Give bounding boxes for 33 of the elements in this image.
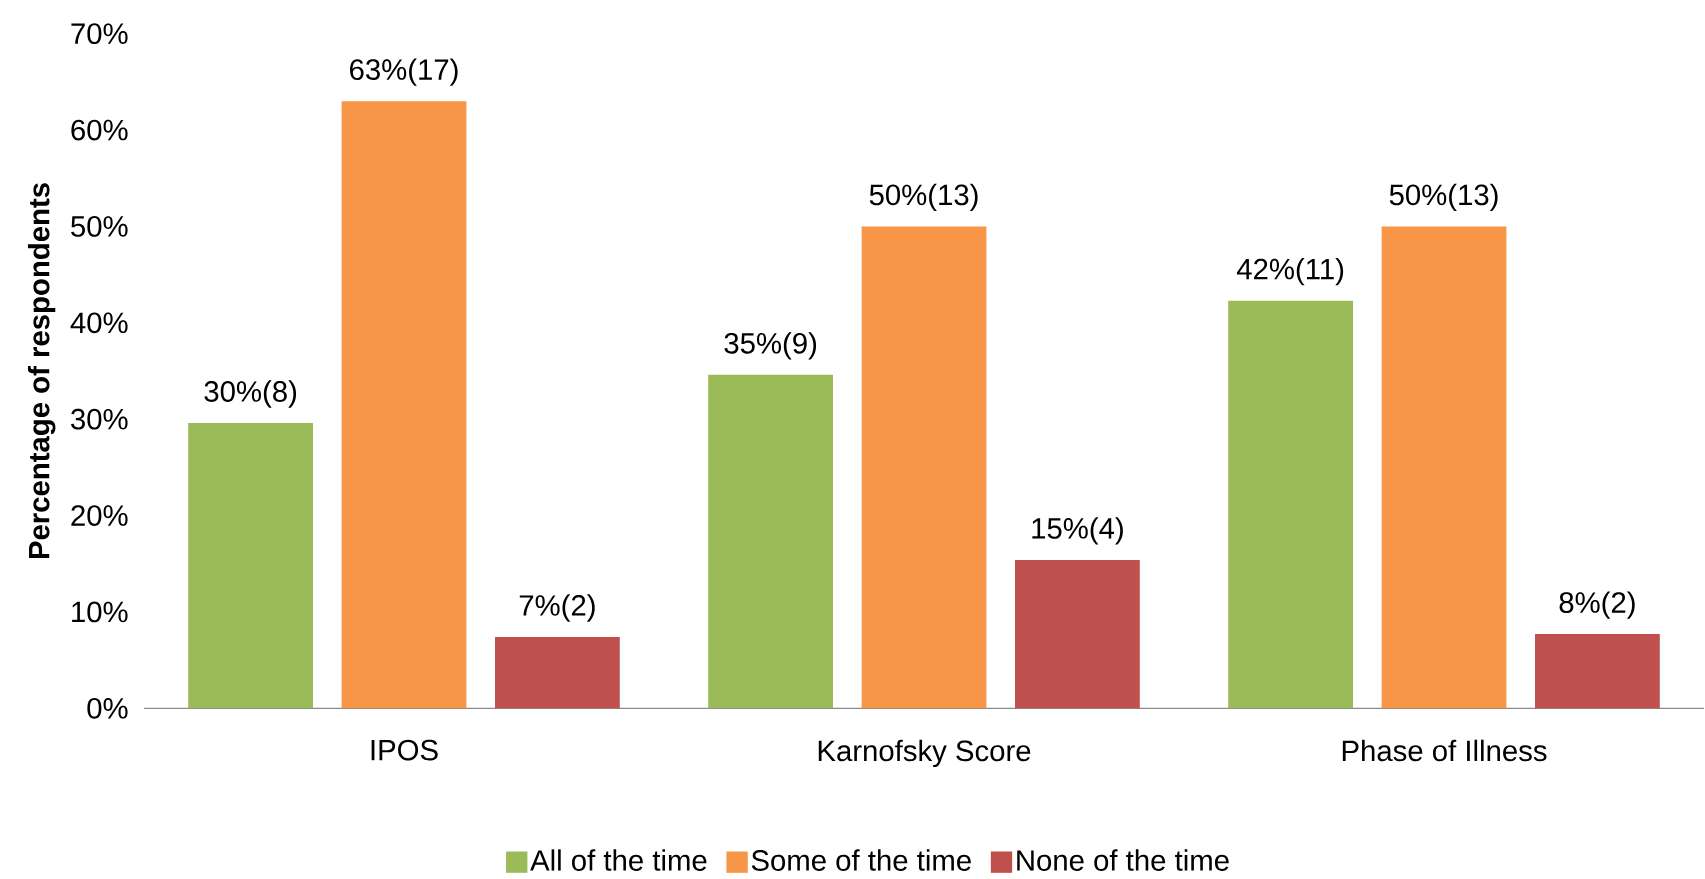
legend-label: All of the time xyxy=(530,849,707,871)
bar xyxy=(341,101,467,709)
legend-label: Some of the time xyxy=(751,849,971,871)
data-label: 8%(2) xyxy=(1559,591,1635,619)
bar xyxy=(708,374,834,709)
data-label: 50%(13) xyxy=(1389,183,1498,212)
y-tick-label: 0% xyxy=(87,697,128,719)
y-axis-title: Percentage of respondents xyxy=(27,183,56,559)
y-tick-label: 30% xyxy=(71,408,128,430)
data-label: 50%(13) xyxy=(869,183,978,212)
y-tick-label: 70% xyxy=(71,23,128,45)
bar xyxy=(495,637,620,709)
data-label: 63%(17) xyxy=(350,58,458,86)
x-tick-label: Karnofsky Score xyxy=(818,739,1031,768)
bar xyxy=(1381,226,1507,709)
bar xyxy=(1535,634,1660,709)
y-tick-label: 10% xyxy=(72,601,128,623)
y-tick-label: 50% xyxy=(71,216,128,237)
x-tick-label: IPOS xyxy=(371,739,438,761)
y-tick-label: 40% xyxy=(70,312,128,334)
y-tick-label: 20% xyxy=(71,505,128,526)
data-label: 42%(11) xyxy=(1236,257,1344,286)
data-label: 35%(9) xyxy=(724,332,817,360)
data-label: 15%(4) xyxy=(1032,517,1123,545)
bar xyxy=(188,423,314,709)
bar xyxy=(1228,300,1354,709)
bar xyxy=(861,226,987,709)
x-tick-label: Phase of Illness xyxy=(1342,739,1547,762)
data-label: 30%(8) xyxy=(204,380,297,408)
legend-label: None of the time xyxy=(1017,849,1229,871)
y-tick-label: 60% xyxy=(71,119,128,141)
data-label: 7%(2) xyxy=(519,594,595,622)
bar xyxy=(1015,559,1140,709)
